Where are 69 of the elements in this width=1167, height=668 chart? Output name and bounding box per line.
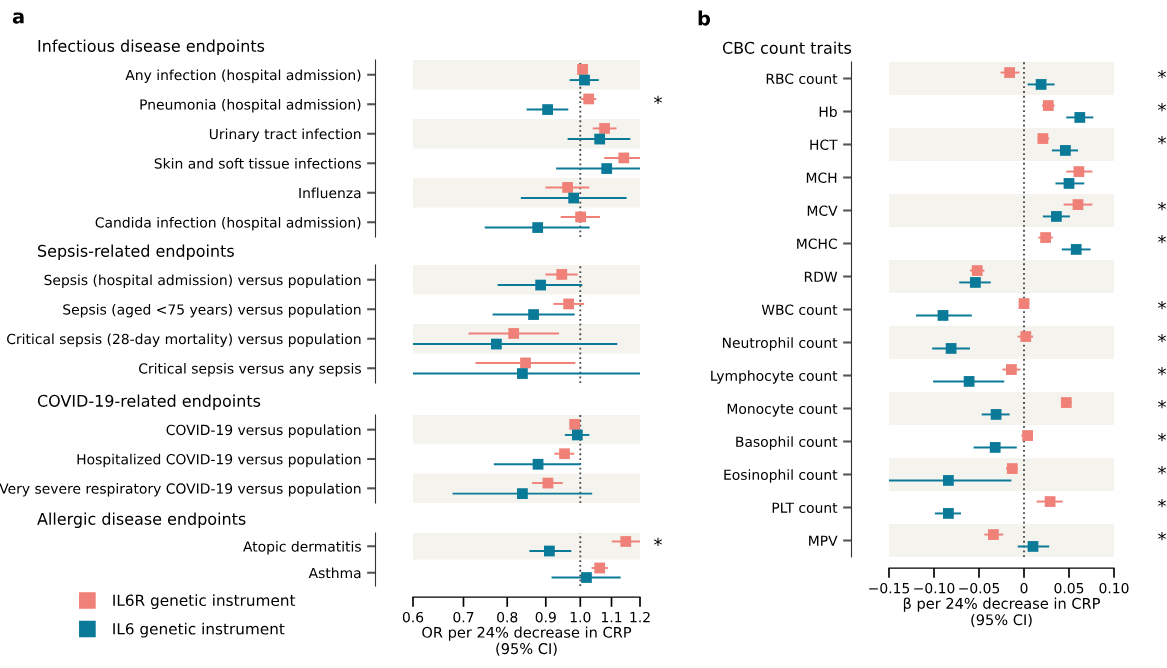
x-tick-label: 0.05	[1054, 582, 1084, 594]
text: *	[1158, 103, 1166, 112]
y-tick-label: MCV	[807, 205, 838, 216]
text: COVID-19-related endpoints	[37, 394, 261, 410]
y-tick-label: Any infection (hospital admission)	[125, 69, 361, 83]
y-tick-label: Very severe respiratory COVID-19 versus population	[0, 483, 361, 497]
text: b	[698, 10, 711, 26]
text: *	[1158, 499, 1166, 508]
y-tick-label: MCHC	[797, 238, 837, 249]
x-tick-label: 0.10	[1099, 582, 1129, 594]
text: *	[1158, 235, 1166, 244]
y-tick-label: Pneumonia (hospital admission)	[140, 98, 361, 113]
x-tick-label: 0.6	[402, 611, 424, 623]
y-tick-label: WBC count	[761, 304, 838, 315]
y-tick-label: Skin and soft tissue infections	[154, 157, 361, 169]
y-tick-label: Hb	[819, 106, 837, 117]
text: *	[1158, 400, 1166, 409]
x-tick-label: 1.0	[570, 611, 591, 623]
text: *	[1158, 301, 1166, 310]
x-tick-label: 0	[1020, 582, 1028, 594]
text: *	[1158, 367, 1166, 376]
y-tick-label: RBC count	[766, 73, 838, 84]
text: *	[1158, 334, 1166, 343]
x-tick-label: 1.1	[601, 612, 622, 623]
text: *	[1158, 70, 1166, 79]
text: *	[1158, 136, 1166, 145]
y-tick-label: MPV	[809, 535, 838, 546]
x-tick-label: 0.7	[453, 611, 474, 623]
text: a	[12, 12, 24, 24]
legend-label: IL6R genetic instrument	[113, 594, 296, 610]
x-tick-label: 0.8	[497, 611, 518, 623]
y-tick-label: Sepsis (hospital admission) versus population	[44, 274, 361, 288]
y-tick-label: HCT	[810, 139, 838, 150]
y-tick-label: Sepsis (aged <75 years) versus population	[63, 303, 361, 318]
text: *	[1158, 433, 1166, 442]
chart-title: CBC count traits	[722, 41, 852, 54]
x-tick-label: 1.2	[630, 611, 650, 623]
y-tick-label: Influenza	[299, 187, 361, 199]
y-tick-label: Critical sepsis (28-day mortality) versus population	[7, 333, 361, 347]
y-tick-label: Asthma	[308, 567, 361, 579]
y-tick-label: Critical sepsis versus any sepsis	[139, 362, 361, 377]
y-tick-label: Lymphocyte count	[711, 370, 838, 384]
text: *	[1158, 532, 1166, 541]
text: Infectious disease endpoints	[38, 39, 265, 55]
text: *	[1158, 202, 1166, 211]
y-tick-label: MCH	[806, 172, 837, 183]
text: Sepsis-related endpoints	[38, 244, 234, 260]
y-tick-label: Urinary tract infection	[209, 128, 361, 142]
y-tick-label: Basophil count	[736, 436, 838, 450]
legend-label: IL6 genetic instrument	[113, 622, 285, 638]
y-tick-label: Candida infection (hospital admission)	[95, 216, 361, 231]
x-tick-label: −0.10	[914, 582, 955, 594]
x-tick-label: −0.15	[869, 582, 910, 594]
y-tick-label: RDW	[804, 271, 838, 282]
text: *	[1158, 466, 1166, 475]
y-tick-label: Monocyte count	[727, 403, 838, 417]
y-tick-label: PLT count	[772, 502, 838, 513]
x-axis-title: OR per 24% decrease in CRP (95% CI)	[422, 626, 632, 656]
y-tick-label: Hospitalized COVID-19 versus population	[77, 453, 361, 468]
x-tick-label: −0.05	[959, 582, 1000, 594]
text: *	[654, 537, 662, 547]
y-tick-label: Neutrophil count	[722, 337, 838, 351]
y-tick-label: COVID-19 versus population	[166, 424, 361, 438]
y-tick-label: Eosinophil count	[724, 469, 838, 483]
text: *	[654, 95, 662, 105]
x-tick-label: 0.9	[535, 611, 556, 623]
y-tick-label: Atopic dermatitis	[243, 540, 361, 555]
x-axis-title: β per 24% decrease in CRP (95% CI)	[903, 597, 1100, 627]
text: Allergic disease endpoints	[37, 512, 246, 528]
